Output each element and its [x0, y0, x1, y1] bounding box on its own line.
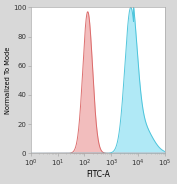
Y-axis label: Normalized To Mode: Normalized To Mode	[5, 47, 11, 114]
X-axis label: FITC-A: FITC-A	[86, 170, 110, 179]
